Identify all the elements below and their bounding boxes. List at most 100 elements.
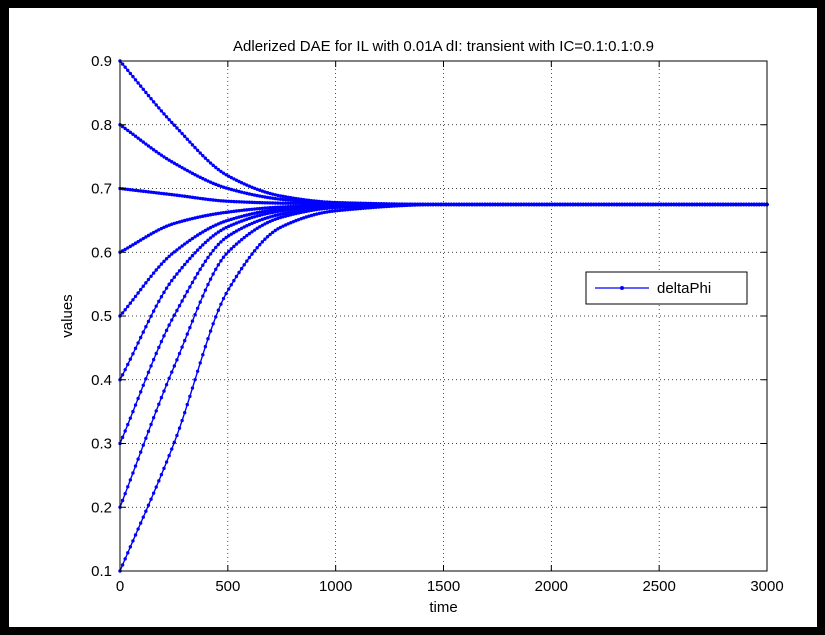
data-point bbox=[219, 259, 223, 263]
data-point bbox=[273, 196, 277, 201]
data-point bbox=[139, 84, 143, 88]
data-point bbox=[131, 188, 135, 192]
data-point bbox=[234, 216, 239, 220]
data-point bbox=[245, 217, 249, 221]
data-point bbox=[151, 415, 156, 420]
data-point bbox=[283, 205, 288, 209]
data-point bbox=[188, 238, 192, 243]
data-point bbox=[162, 290, 166, 295]
data-point bbox=[193, 145, 197, 150]
data-point bbox=[439, 202, 443, 207]
data-point bbox=[268, 211, 272, 215]
data-point bbox=[188, 217, 192, 221]
data-point bbox=[283, 201, 288, 205]
data-point bbox=[190, 171, 195, 176]
data-point bbox=[123, 429, 127, 433]
data-point bbox=[167, 323, 171, 327]
series-line bbox=[119, 203, 767, 572]
data-point bbox=[679, 202, 684, 207]
data-point bbox=[268, 201, 272, 205]
x-tick-label: 1000 bbox=[319, 578, 352, 595]
data-point bbox=[747, 202, 751, 207]
data-point bbox=[170, 192, 174, 197]
data-point bbox=[195, 215, 200, 220]
data-point bbox=[346, 201, 350, 205]
data-point bbox=[175, 220, 179, 225]
data-point bbox=[260, 217, 265, 222]
data-point bbox=[120, 249, 125, 253]
data-point bbox=[752, 202, 756, 207]
data-point bbox=[255, 211, 259, 215]
data-point bbox=[224, 225, 228, 230]
data-point bbox=[270, 214, 275, 218]
data-point bbox=[239, 266, 244, 271]
data-point bbox=[216, 308, 221, 312]
data-point bbox=[131, 132, 135, 136]
ticks: 0 500 1000 1500 2000 2500 3000 0.1 0.2 0.3 0.4 0.5 0… bbox=[91, 53, 784, 595]
data-point bbox=[242, 214, 246, 218]
data-point bbox=[216, 167, 221, 172]
data-point bbox=[330, 200, 334, 205]
data-point bbox=[195, 248, 200, 252]
data-point bbox=[190, 216, 195, 221]
data-point bbox=[268, 191, 272, 196]
data-point bbox=[353, 201, 358, 205]
x-tick-label: 3000 bbox=[750, 578, 783, 595]
data-point bbox=[198, 175, 202, 180]
data-point bbox=[265, 220, 270, 225]
data-point bbox=[167, 282, 171, 286]
data-point bbox=[377, 201, 381, 206]
data-point bbox=[237, 270, 241, 275]
data-point bbox=[193, 251, 197, 255]
data-point bbox=[159, 262, 164, 266]
legend-entry-deltaPhi: deltaPhi bbox=[657, 280, 711, 297]
data-point bbox=[146, 144, 151, 148]
data-point bbox=[258, 206, 262, 211]
data-point bbox=[193, 377, 197, 382]
data-point bbox=[224, 173, 228, 177]
data-point bbox=[263, 237, 267, 241]
data-point bbox=[149, 422, 153, 427]
data-point bbox=[441, 202, 446, 207]
data-point bbox=[144, 377, 148, 381]
data-point bbox=[190, 280, 195, 285]
data-point bbox=[206, 238, 210, 242]
data-point bbox=[263, 195, 267, 199]
data-point bbox=[273, 205, 277, 210]
data-point bbox=[126, 304, 130, 309]
data-point bbox=[219, 302, 223, 306]
data-point bbox=[242, 200, 246, 204]
data-point bbox=[126, 422, 130, 427]
data-point bbox=[216, 230, 221, 234]
data-point bbox=[128, 71, 133, 76]
data-point bbox=[519, 202, 523, 207]
data-point bbox=[190, 253, 195, 258]
data-point bbox=[151, 190, 156, 195]
data-point bbox=[198, 245, 202, 250]
data-point bbox=[227, 199, 231, 203]
data-point bbox=[221, 210, 226, 215]
data-point bbox=[195, 369, 200, 373]
data-point bbox=[232, 222, 236, 226]
data-point bbox=[167, 117, 171, 122]
data-point bbox=[340, 208, 345, 212]
data-point bbox=[180, 219, 184, 223]
data-point bbox=[268, 232, 272, 237]
data-point bbox=[273, 217, 277, 221]
data-point bbox=[278, 194, 283, 198]
data-point bbox=[273, 228, 277, 233]
data-point bbox=[193, 276, 197, 280]
data-point bbox=[252, 249, 257, 253]
data-point bbox=[141, 236, 145, 241]
data-point bbox=[237, 189, 241, 194]
data-point bbox=[136, 396, 140, 401]
data-point bbox=[739, 202, 743, 207]
data-point bbox=[242, 225, 246, 229]
data-point bbox=[157, 402, 161, 406]
data-point bbox=[206, 158, 210, 163]
data-point bbox=[154, 485, 158, 489]
data-point bbox=[444, 202, 448, 207]
data-point bbox=[405, 202, 409, 206]
data-point bbox=[581, 202, 585, 207]
data-point bbox=[710, 202, 715, 207]
